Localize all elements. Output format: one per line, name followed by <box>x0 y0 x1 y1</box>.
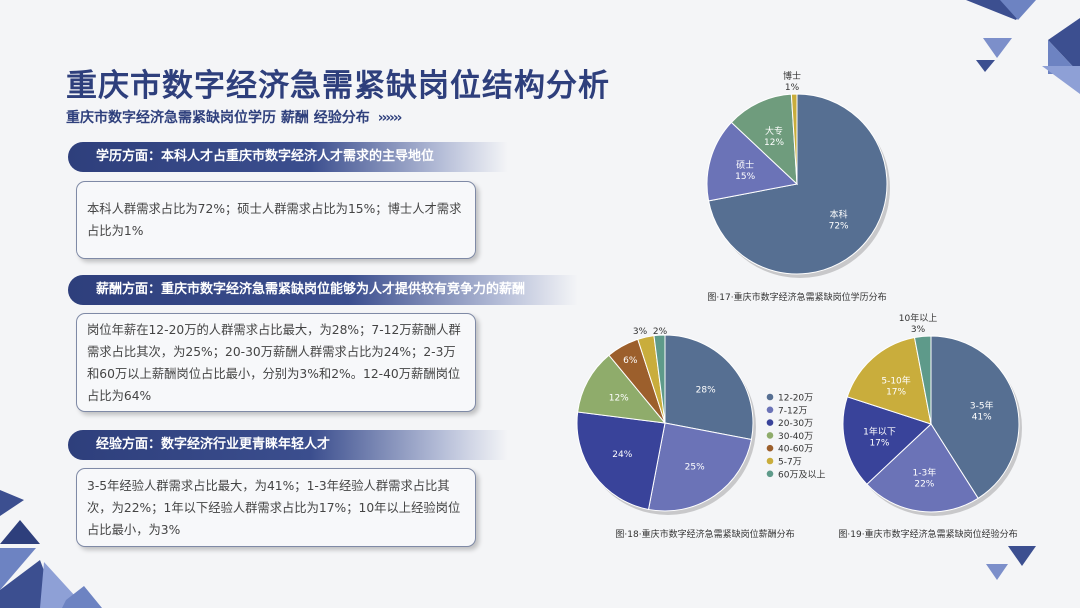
page-title: 重庆市数字经济急需紧缺岗位结构分析 <box>66 68 610 104</box>
slice-category-label: 博士 <box>783 70 801 82</box>
pie-slice-2-3 <box>576 411 666 511</box>
legend-marker <box>766 393 774 401</box>
legend-label: 5-7万 <box>778 458 802 468</box>
pie-chart-3: 3-5年41%1-3年22%1年以下17%5-10年17%10年以上3%图·19… <box>838 312 1022 540</box>
corner-triangle <box>0 490 24 516</box>
slice-value-label: 22% <box>914 479 934 489</box>
section-heading-salary: 薪酬方面：重庆市数字经济急需紧缺岗位能够为人才提供较有竞争力的薪酬 <box>68 275 578 305</box>
slice-value-label: 1% <box>785 83 800 93</box>
corner-triangle <box>1000 0 1036 20</box>
slice-value-label: 3% <box>911 325 926 335</box>
slice-category-label: 10年以上 <box>899 312 937 324</box>
slice-value-label: 41% <box>972 412 992 422</box>
pie-slice-1-4 <box>790 93 798 185</box>
slice-category-label: 硕士 <box>736 159 754 171</box>
section-text-box-salary: 岗位年薪在12-20万的人群需求占比最大，为28%；7-12万薪酬人群需求占比其… <box>76 313 476 412</box>
slice-category-label: 本科 <box>830 208 848 220</box>
legend-label: 60万及以上 <box>778 469 825 480</box>
legend-label: 20-30万 <box>778 419 813 429</box>
slice-value-label: 2% <box>653 327 668 337</box>
section-text-salary: 岗位年薪在12-20万的人群需求占比最大，为28%；7-12万薪酬人群需求占比其… <box>87 322 461 403</box>
corner-triangle <box>1048 40 1080 74</box>
legend-marker <box>766 444 774 452</box>
chart-caption: 图·18·重庆市数字经济急需紧缺岗位薪酬分布 <box>615 528 794 540</box>
slice-value-label: 12% <box>609 394 629 404</box>
pie-slice-3-2 <box>866 423 979 513</box>
corner-triangle <box>983 38 1012 58</box>
slice-category-label: 3-5年 <box>970 399 994 411</box>
legend-label: 40-60万 <box>778 445 813 455</box>
section-text-box-experience: 3-5年经验人群需求占比最大，为41%；1-3年经验人群需求占比其次，为22%；… <box>76 468 476 547</box>
legend-marker <box>766 470 774 478</box>
pie-slice-2-7 <box>653 334 666 424</box>
corner-triangle <box>62 586 102 608</box>
pie-slice-3-3 <box>842 396 932 485</box>
slice-category-label: 1年以下 <box>863 426 896 438</box>
legend-label: 12-20万 <box>778 394 813 404</box>
corner-triangle <box>1008 546 1036 566</box>
section-heading-experience: 经验方面：数字经济行业更青睐年轻人才 <box>68 430 508 460</box>
corner-triangle <box>976 60 995 72</box>
pie-slice-2-4 <box>577 354 667 424</box>
slice-value-label: 25% <box>685 463 705 473</box>
chart-caption: 图·19·重庆市数字经济急需紧缺岗位经验分布 <box>838 528 1017 540</box>
legend-marker <box>766 406 774 414</box>
section-heading-education: 学历方面：本科人才占重庆市数字经济人才需求的主导地位 <box>68 142 508 172</box>
slice-value-label: 28% <box>696 385 716 395</box>
slice-category-label: 5-10年 <box>881 374 910 386</box>
pie-chart-2: 28% 25% 24% 12% 6% 3% 2% 12-20万 7-12万 20-30万 30-40… <box>576 327 825 540</box>
slice-category-label: 大专 <box>765 125 783 137</box>
legend-marker <box>766 419 774 426</box>
pie-slice-3-4 <box>846 336 932 425</box>
section-text-education: 本科人群需求占比为72%；硕士人群需求占比为15%；博士人才需求占比为1% <box>87 202 462 238</box>
slice-value-label: 24% <box>612 450 632 460</box>
legend-marker <box>766 457 774 465</box>
slice-value-label: 15% <box>735 172 755 182</box>
corner-triangle <box>1048 18 1080 74</box>
pie-slice-3-5 <box>913 335 932 425</box>
pie-slice-1-1 <box>708 93 888 275</box>
subtitle-arrows-icon: ›››››› <box>377 110 403 126</box>
corner-triangle <box>0 520 40 544</box>
legend-label: 7-12万 <box>778 406 807 416</box>
slice-value-label: 3% <box>633 327 648 337</box>
slice-category-label: 1-3年 <box>913 466 937 478</box>
slice-value-label: 72% <box>829 221 849 231</box>
chart-caption: 图·17·重庆市数字经济急需紧缺岗位学历分布 <box>707 291 886 303</box>
pie-slice-2-1 <box>664 334 754 441</box>
corner-triangle <box>1042 66 1080 94</box>
slice-value-label: 12% <box>764 138 784 148</box>
corner-triangle <box>986 564 1008 580</box>
subtitle-text: 重庆市数字经济急需紧缺岗位学历 薪酬 经验分布 <box>66 110 370 126</box>
slice-value-label: 17% <box>869 439 889 449</box>
pie-slice-2-2 <box>647 422 753 512</box>
slice-value-label: 6% <box>623 356 638 366</box>
section-text-box-education: 本科人群需求占比为72%；硕士人群需求占比为15%；博士人才需求占比为1% <box>76 181 476 259</box>
page-subtitle: 重庆市数字经济急需紧缺岗位学历 薪酬 经验分布 ›››››› <box>66 107 403 127</box>
pie-slice-1-3 <box>730 93 798 186</box>
section-text-experience: 3-5年经验人群需求占比最大，为41%；1-3年经验人群需求占比其次，为22%；… <box>87 478 461 537</box>
legend-label: 30-40万 <box>778 432 813 442</box>
corner-triangle <box>0 548 36 590</box>
slice-value-label: 17% <box>886 387 906 397</box>
pie-slice-1-2 <box>706 121 799 202</box>
legend-marker <box>766 432 774 439</box>
